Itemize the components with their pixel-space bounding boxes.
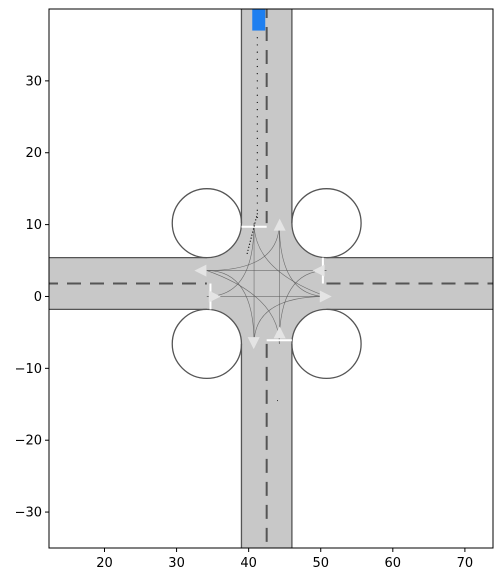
y-tick-label: −30 bbox=[15, 506, 42, 521]
direction-arrows bbox=[194, 218, 332, 350]
trajectory-point bbox=[256, 87, 258, 89]
trajectory-point bbox=[256, 73, 258, 75]
trajectory-point bbox=[256, 144, 258, 147]
x-tick-label: 20 bbox=[96, 556, 113, 571]
trajectory-point bbox=[256, 94, 258, 96]
corner-se-curb bbox=[291, 308, 362, 380]
y-tick-label: −20 bbox=[15, 434, 42, 449]
arrow-north-exit bbox=[273, 218, 286, 231]
trajectory-point bbox=[256, 130, 258, 132]
turn-path bbox=[206, 223, 280, 271]
y-tick-label: 20 bbox=[25, 146, 42, 161]
trajectory-point bbox=[254, 222, 256, 224]
corner-ne-curb bbox=[291, 188, 362, 259]
trajectory-point bbox=[253, 225, 255, 227]
vehicle-trajectory bbox=[246, 37, 278, 402]
trajectory-point bbox=[256, 37, 258, 39]
lane-markings bbox=[49, 9, 493, 548]
y-axis: 30 20 10 0 −10 −20 −30 bbox=[15, 74, 49, 521]
vehicle bbox=[252, 9, 266, 31]
trajectory-point bbox=[249, 240, 251, 242]
turn-path bbox=[253, 296, 327, 344]
trajectory-point bbox=[256, 159, 258, 161]
trajectory-point bbox=[256, 116, 258, 118]
trajectory-point bbox=[256, 202, 258, 204]
trajectory-point bbox=[256, 173, 258, 175]
trajectory-point bbox=[256, 137, 258, 139]
y-tick-label: −10 bbox=[15, 362, 42, 377]
trajectory-point bbox=[256, 109, 258, 111]
y-tick-label: 0 bbox=[34, 290, 42, 305]
trajectory-point bbox=[252, 231, 254, 233]
trajectory-point bbox=[276, 400, 278, 402]
trajectory-point bbox=[255, 216, 258, 218]
trajectory-point bbox=[248, 246, 250, 248]
y-tick-label: 10 bbox=[25, 218, 42, 233]
trajectory-point bbox=[250, 237, 252, 239]
x-tick-label: 70 bbox=[457, 556, 474, 571]
trajectory-point bbox=[256, 213, 258, 215]
arrow-west-exit bbox=[194, 264, 207, 277]
trajectory-point bbox=[256, 123, 258, 125]
y-tick-label: 30 bbox=[25, 74, 42, 89]
curb-lines bbox=[49, 9, 493, 548]
x-tick-label: 50 bbox=[312, 556, 329, 571]
trajectory-point bbox=[247, 249, 249, 251]
x-axis: 20 30 40 50 60 70 bbox=[96, 548, 473, 571]
trajectory-point bbox=[256, 180, 258, 183]
turn-path bbox=[206, 270, 255, 344]
arrow-west-entry bbox=[208, 290, 221, 303]
trajectory-point bbox=[256, 166, 258, 168]
trajectory-point bbox=[256, 209, 258, 211]
trajectory-point bbox=[255, 219, 257, 221]
trajectory-point bbox=[256, 51, 258, 53]
x-tick-label: 40 bbox=[240, 556, 257, 571]
trajectory-point bbox=[248, 243, 251, 245]
trajectory-point bbox=[256, 80, 258, 82]
trajectory-point bbox=[256, 195, 258, 197]
turn-path bbox=[253, 223, 327, 297]
arrow-south-entry bbox=[273, 326, 286, 339]
x-tick-label: 60 bbox=[385, 556, 402, 571]
trajectory-point bbox=[256, 188, 258, 190]
trajectory-point bbox=[256, 58, 258, 60]
trajectory-point bbox=[256, 152, 258, 154]
trajectory-point bbox=[256, 44, 258, 46]
plot-area bbox=[49, 9, 493, 548]
turn-path bbox=[278, 223, 327, 297]
corner-sw-curb bbox=[171, 308, 243, 380]
arrow-south-exit bbox=[247, 337, 260, 350]
corner-nw-curb bbox=[171, 188, 243, 259]
arrow-east-exit bbox=[319, 290, 332, 303]
arrow-east-entry bbox=[312, 264, 325, 277]
trajectory-point bbox=[251, 234, 253, 236]
trajectory-point bbox=[252, 228, 255, 230]
plot-frame bbox=[48, 8, 494, 549]
x-tick-label: 30 bbox=[168, 556, 185, 571]
trajectory-point bbox=[256, 65, 258, 68]
trajectory-point bbox=[256, 101, 258, 104]
trajectory-point bbox=[246, 252, 248, 254]
